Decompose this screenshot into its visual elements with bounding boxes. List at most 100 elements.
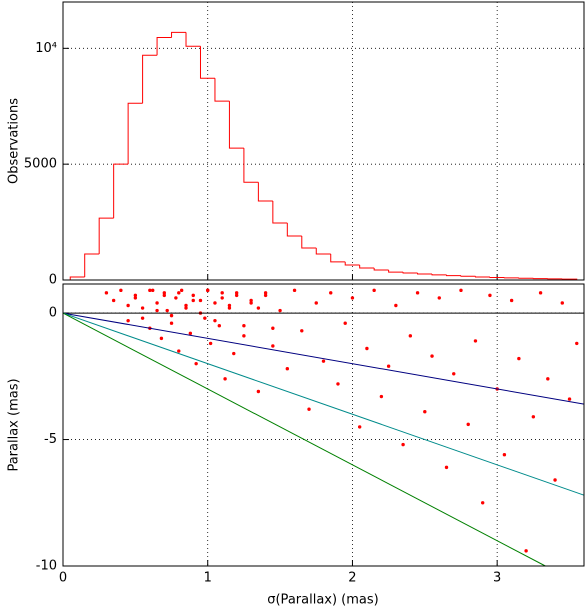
scatter-point	[256, 306, 261, 310]
scatter-point	[177, 349, 181, 353]
histogram-bin	[359, 264, 375, 269]
scatter-point	[357, 425, 362, 429]
scatter-point	[140, 316, 145, 320]
scatter-point	[234, 293, 239, 298]
histogram-bin	[257, 182, 273, 202]
y-tick-label: -5	[44, 432, 57, 447]
scatter-point	[394, 303, 398, 308]
scatter-point	[220, 291, 224, 295]
scatter-point	[553, 478, 557, 482]
histogram-bin	[113, 163, 129, 219]
y-tick-label: 0	[49, 306, 57, 321]
scatter-point	[179, 288, 184, 293]
scatter-point	[444, 465, 449, 470]
reference-line	[62, 312, 585, 405]
scatter-point	[198, 298, 203, 303]
histogram-bin	[228, 101, 244, 149]
histogram-bin	[156, 36, 172, 56]
scatter-point	[502, 453, 507, 457]
scatter-point	[249, 301, 253, 305]
histogram-bin	[199, 46, 215, 79]
histogram-bin	[344, 261, 360, 266]
scatter-point	[575, 341, 579, 346]
scatter-point	[372, 288, 376, 293]
y-axis-title: Observations	[7, 98, 22, 184]
scatter-point	[126, 303, 130, 308]
scatter-point	[232, 351, 236, 356]
scatter-point	[104, 291, 109, 295]
histogram-bin	[474, 276, 490, 278]
scatter-point	[184, 306, 188, 310]
y-tick-label: -10	[36, 559, 57, 574]
scatter-point	[336, 382, 340, 386]
scatter-point	[524, 549, 528, 553]
histogram-bin	[301, 235, 317, 249]
scatter-point	[263, 293, 268, 298]
scatter-point	[151, 288, 155, 293]
scatter-point	[423, 410, 427, 414]
y-axis-title: Parallax (mas)	[7, 378, 22, 471]
scatter-point	[206, 288, 210, 293]
histogram-bin	[330, 254, 346, 263]
scatter-point	[256, 389, 261, 394]
scatter-point	[560, 301, 564, 305]
scatter-point	[365, 346, 369, 351]
scatter-point	[174, 296, 178, 300]
scatter-point	[213, 301, 217, 305]
scatter-point	[531, 415, 536, 419]
scatter-point	[223, 377, 227, 381]
scatter-point	[285, 367, 290, 371]
scatter-point	[546, 377, 550, 381]
scatter-point	[509, 298, 514, 303]
histogram-bin	[142, 54, 158, 104]
scatter-point	[242, 324, 246, 328]
histogram-bin	[460, 275, 476, 277]
histogram-bin	[127, 102, 143, 165]
scatter-point	[466, 422, 470, 427]
histogram-bin	[272, 201, 288, 224]
scatter-point	[300, 329, 304, 333]
scatter-point	[430, 354, 434, 358]
scatter-point	[111, 298, 116, 303]
scatter-point	[203, 316, 207, 320]
scatter-point	[188, 331, 193, 336]
scatter-point	[538, 291, 543, 295]
scatter-point	[386, 364, 391, 368]
histogram-bin	[98, 217, 114, 255]
histogram-bin	[446, 274, 461, 277]
scatter-point	[177, 291, 181, 295]
histogram-bin	[171, 31, 187, 38]
x-axis-title: σ(Parallax) (mas)	[267, 593, 378, 608]
scatter-point	[184, 303, 188, 308]
x-tick-label: 0	[59, 571, 67, 586]
x-tick-label: 3	[493, 571, 501, 586]
scatter-point	[329, 291, 333, 295]
scatter-point	[271, 326, 275, 330]
y-tick-label: 0	[49, 273, 57, 288]
histogram-bin	[286, 223, 302, 237]
scatter-point	[263, 291, 268, 295]
scatter-point	[155, 301, 159, 305]
scatter-point	[379, 394, 384, 399]
scatter-point	[415, 291, 420, 295]
scatter-point	[401, 442, 405, 447]
scatter-point	[452, 372, 456, 376]
x-tick-label: 2	[348, 571, 356, 586]
scatter-point	[437, 296, 441, 300]
scatter-point	[148, 288, 152, 293]
scatter-point	[249, 298, 253, 303]
scatter-point	[234, 291, 239, 295]
scatter-point	[227, 303, 232, 308]
scatter-point	[408, 334, 413, 338]
scatter-point	[133, 296, 138, 300]
reference-line	[62, 312, 585, 496]
scatter-point	[169, 321, 174, 325]
scatter-point	[162, 293, 167, 298]
scatter-point	[517, 356, 521, 361]
scatter-point	[488, 293, 492, 298]
scatter-point	[227, 306, 232, 310]
x-tick-label: 1	[204, 571, 212, 586]
reference-line	[62, 312, 546, 567]
scatter-point	[133, 293, 138, 298]
